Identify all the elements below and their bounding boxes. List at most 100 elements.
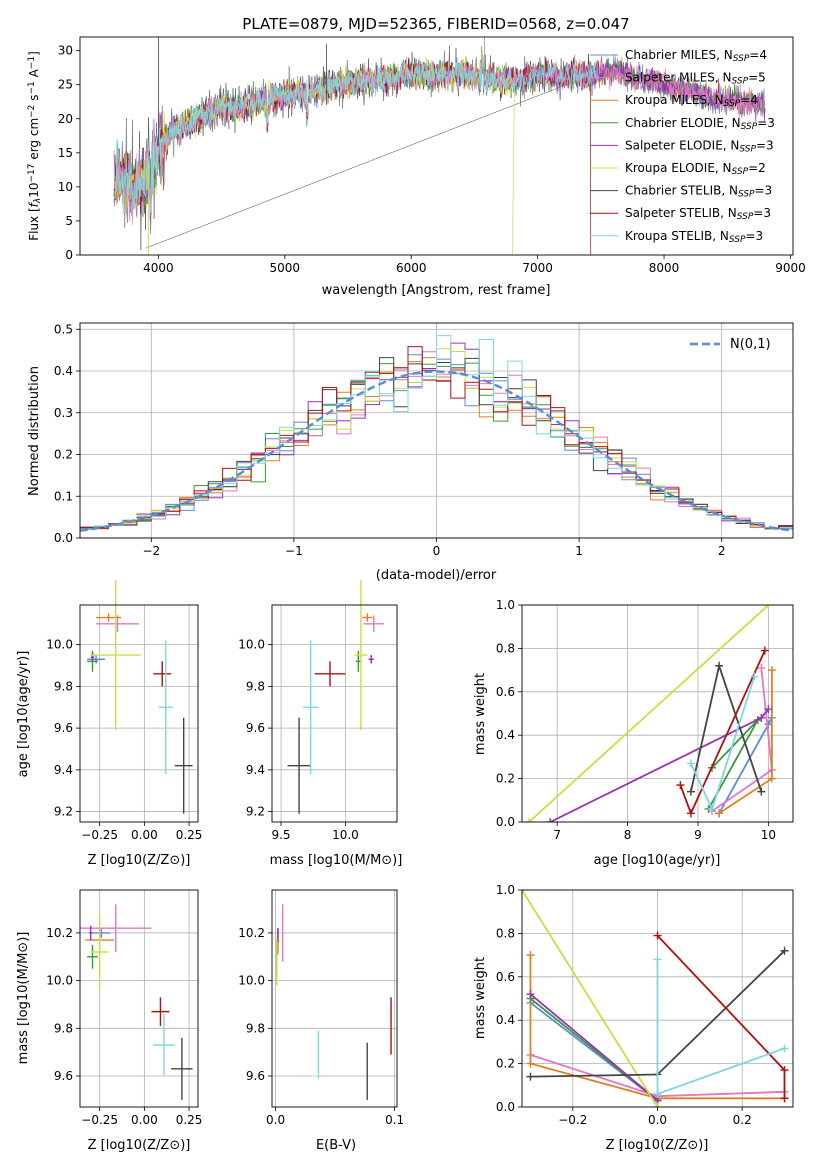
y-tick-label: 0.8 bbox=[496, 641, 515, 655]
x-tick-label: 9000 bbox=[775, 261, 806, 275]
y-tick-label: 20 bbox=[58, 112, 73, 126]
x-tick-label: −1 bbox=[285, 544, 303, 558]
axes-frame bbox=[271, 604, 398, 823]
y-tick-label: 9.2 bbox=[246, 805, 265, 819]
weight-marker bbox=[526, 1072, 535, 1081]
x-tick-label: 0.00 bbox=[131, 1113, 158, 1127]
weight-marker bbox=[760, 646, 769, 655]
weight-marker bbox=[780, 946, 789, 955]
x-tick-label: −0.2 bbox=[558, 1113, 587, 1127]
y-tick-label: 0.4 bbox=[496, 1013, 515, 1027]
y-tick-label: 10 bbox=[58, 180, 73, 194]
normal-curve bbox=[80, 370, 793, 532]
y-axis-label: age [log10(age/yr)] bbox=[16, 651, 31, 778]
histogram-panel bbox=[76, 323, 793, 542]
axes-frame bbox=[79, 604, 199, 823]
weight-marker bbox=[764, 605, 773, 609]
x-axis-label: E(B-V) bbox=[316, 1138, 356, 1153]
weight-marker bbox=[757, 663, 766, 672]
x-tick-label: 10 bbox=[761, 828, 776, 842]
weight-marker bbox=[546, 818, 555, 822]
y-axis-label: Normed distribution bbox=[27, 366, 42, 496]
y-tick-label: 0.0 bbox=[54, 531, 73, 545]
weight-marker bbox=[780, 1044, 789, 1053]
age-vs-z-panel bbox=[76, 605, 198, 826]
y-axis-label: Flux [fλ10−17 erg cm−2 s−1 A−1] bbox=[27, 51, 43, 241]
legend-label-2: Salpeter MILES, NSSP=5 bbox=[625, 71, 766, 87]
y-tick-label: 9.4 bbox=[54, 763, 73, 777]
x-tick-label: 0.0 bbox=[266, 1113, 285, 1127]
weight-marker bbox=[757, 713, 766, 722]
weight-marker bbox=[767, 774, 776, 783]
weight-line-6 bbox=[522, 890, 659, 1107]
y-tick-label: 9.6 bbox=[54, 721, 73, 735]
x-tick-label: 0 bbox=[433, 544, 441, 558]
y-tick-label: 0.2 bbox=[54, 448, 73, 462]
x-tick-label: 2 bbox=[718, 544, 726, 558]
weight-marker bbox=[686, 809, 695, 818]
x-tick-label: 7 bbox=[553, 828, 561, 842]
weight-marker bbox=[780, 1066, 789, 1075]
x-tick-label: 0.00 bbox=[131, 828, 158, 842]
y-tick-label: 0.0 bbox=[496, 1100, 515, 1114]
x-axis-label: wavelength [Angstrom, rest frame] bbox=[322, 283, 551, 298]
y-tick-label: 0.2 bbox=[496, 772, 515, 786]
weight-line-3 bbox=[529, 955, 785, 1100]
y-tick-label: 10.2 bbox=[46, 926, 73, 940]
y-tick-label: 15 bbox=[58, 146, 73, 160]
y-tick-label: 9.6 bbox=[54, 1069, 73, 1083]
x-axis-label: age [log10(age/yr)] bbox=[594, 853, 721, 868]
y-tick-label: 10.0 bbox=[238, 974, 265, 988]
weight-marker bbox=[780, 1094, 789, 1103]
y-axis-label: mass weight bbox=[473, 673, 488, 755]
y-tick-label: 9.6 bbox=[246, 1069, 265, 1083]
y-tick-label: 0.4 bbox=[496, 728, 515, 742]
age-vs-mass-panel bbox=[268, 605, 397, 826]
x-tick-label: 8 bbox=[624, 828, 632, 842]
weight-marker bbox=[767, 666, 776, 675]
y-tick-label: 9.4 bbox=[246, 763, 265, 777]
y-tick-label: 10.2 bbox=[238, 926, 265, 940]
y-axis-label: mass weight bbox=[473, 957, 488, 1039]
histogram-series-8 bbox=[80, 346, 793, 529]
weight-marker bbox=[526, 1059, 535, 1068]
weight-marker bbox=[764, 705, 773, 714]
y-tick-label: 0.6 bbox=[496, 970, 515, 984]
y-tick-label: 25 bbox=[58, 78, 73, 92]
mass-vs-ebv-panel bbox=[268, 890, 397, 1111]
y-tick-label: 30 bbox=[58, 44, 73, 58]
y-tick-label: 0.1 bbox=[54, 489, 73, 503]
weight-marker bbox=[653, 931, 662, 940]
y-tick-label: 0.2 bbox=[496, 1057, 515, 1071]
weight-marker bbox=[757, 787, 766, 796]
weight-marker bbox=[715, 661, 724, 670]
y-tick-label: 10.0 bbox=[46, 638, 73, 652]
legend-label-6: Kroupa ELODIE, NSSP=2 bbox=[625, 161, 766, 177]
x-tick-label: 0.0 bbox=[648, 1113, 667, 1127]
x-axis-label: Z [log10(Z/Z⊙)] bbox=[606, 1138, 709, 1153]
weight-marker bbox=[750, 672, 759, 681]
weight-vs-z-panel bbox=[518, 889, 793, 1111]
weight-marker bbox=[676, 781, 685, 790]
chart-title: PLATE=0879, MJD=52365, FIBERID=0568, z=0… bbox=[242, 15, 629, 33]
x-tick-label: 0.25 bbox=[176, 828, 203, 842]
y-tick-label: 0.6 bbox=[496, 685, 515, 699]
weight-line-7 bbox=[690, 662, 763, 792]
y-tick-label: 10.0 bbox=[46, 974, 73, 988]
weight-marker bbox=[653, 1103, 662, 1107]
x-tick-label: 7000 bbox=[522, 261, 553, 275]
y-tick-label: 9.8 bbox=[54, 679, 73, 693]
histogram-series-9 bbox=[80, 335, 793, 530]
weight-marker bbox=[653, 955, 662, 964]
weight-line-5 bbox=[529, 993, 659, 1102]
weight-marker bbox=[715, 809, 724, 818]
legend-label-3: Kroupa MILES, NSSP=4 bbox=[625, 93, 758, 109]
axes-frame bbox=[79, 36, 794, 256]
weight-marker bbox=[526, 951, 535, 960]
spectrum-panel bbox=[76, 50, 791, 259]
y-tick-label: 0.0 bbox=[496, 815, 515, 829]
axes-frame bbox=[521, 889, 794, 1108]
y-tick-label: 10.0 bbox=[238, 638, 265, 652]
spectrum-series-9 bbox=[113, 57, 599, 215]
y-tick-label: 1.0 bbox=[496, 598, 515, 612]
